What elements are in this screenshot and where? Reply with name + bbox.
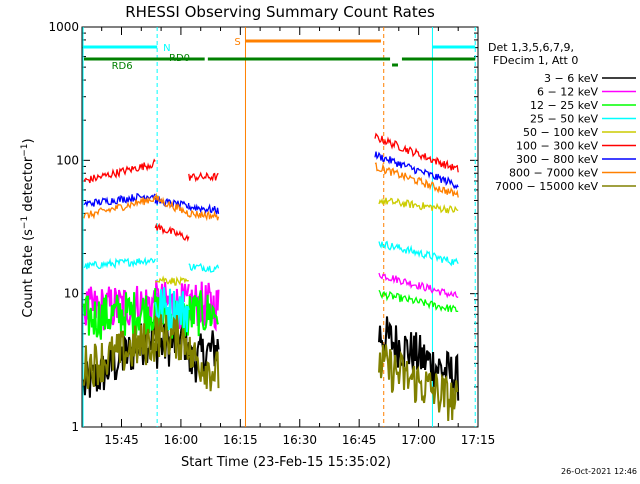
legend-label: 12 − 25 keV <box>530 99 598 112</box>
series-line-7 <box>83 196 156 220</box>
series-line-8 <box>378 344 459 422</box>
series-line-7 <box>374 162 459 198</box>
legend-label: 100 − 300 keV <box>516 140 598 153</box>
series-line-2 <box>378 289 459 313</box>
y-axis-label-main: Count Rate (s <box>21 229 36 318</box>
series-line-3 <box>188 262 220 273</box>
y-tick-label: 1000 <box>48 20 79 34</box>
series-line-2 <box>82 288 157 340</box>
y-axis-label-sup1: −1 <box>20 216 30 229</box>
series-line-4 <box>378 197 459 214</box>
series-line-2 <box>187 290 220 337</box>
series-line-8 <box>187 336 220 392</box>
legend-label: 25 − 50 keV <box>530 113 598 126</box>
series-line-0 <box>378 316 460 401</box>
y-tick-label: 10 <box>64 287 79 301</box>
legend-label: 7000 − 15000 keV <box>495 180 598 193</box>
y-tick-label: 1 <box>71 420 79 434</box>
series-line-6 <box>188 203 220 216</box>
series-line-1 <box>378 272 459 299</box>
x-tick-label: 16:45 <box>342 433 377 447</box>
x-tick-label: 17:00 <box>401 433 436 447</box>
night-label: N <box>163 43 170 54</box>
series-line-5 <box>83 158 156 184</box>
x-axis-label: Start Time (23-Feb-15 15:35:02) <box>181 455 391 470</box>
y-axis-label: Count Rate (s−1 detector−1) <box>20 138 36 317</box>
series-line-8 <box>82 323 157 389</box>
series-line-3 <box>154 287 190 333</box>
x-tick-label: 17:15 <box>461 433 496 447</box>
plot-layer: 1 10 100 1000 15:45 16:00 16:15 16:30 16:45 17:00… <box>48 20 636 447</box>
series-line-7 <box>188 209 220 222</box>
legend-label: 6 − 12 keV <box>537 86 598 99</box>
y-axis-label-end: ) <box>21 138 36 143</box>
series-line-3 <box>83 256 156 270</box>
legend-label: 3 − 6 keV <box>544 72 598 85</box>
y-tick-label: 100 <box>56 153 79 167</box>
x-tick-label: 16:15 <box>223 433 258 447</box>
legend-label: 50 − 100 keV <box>523 126 598 139</box>
series-line-5 <box>374 132 459 173</box>
series-line-5 <box>188 171 219 183</box>
legend-label: 300 − 800 keV <box>516 153 598 166</box>
series-line-8 <box>154 314 190 361</box>
y-axis-label-sup2: −1 <box>20 143 30 156</box>
chart-title: RHESSI Observing Summary Count Rates <box>125 3 435 21</box>
legend-header-line-2: FDecim 1, Att 0 <box>493 54 578 67</box>
series-line-7 <box>154 192 190 218</box>
series-line-6 <box>374 151 459 190</box>
rd0-label: RD0 <box>169 53 190 64</box>
saa-label: S <box>234 37 240 48</box>
series-line-3 <box>378 240 459 267</box>
series-line-4 <box>154 275 189 286</box>
series-line-5 <box>154 222 190 242</box>
generation-timestamp: 26-Oct-2021 12:46 <box>561 467 637 476</box>
x-tick-label: 16:00 <box>164 433 199 447</box>
x-tick-label: 16:30 <box>282 433 317 447</box>
legend-label: 800 − 7000 keV <box>509 167 598 180</box>
legend-header-line-1: Det 1,3,5,6,7,9, <box>488 41 574 54</box>
x-tick-label: 15:45 <box>104 433 139 447</box>
y-axis-label-mid: detector <box>21 156 36 216</box>
series-line-6 <box>83 192 156 208</box>
rd6-label: RD6 <box>112 61 133 72</box>
